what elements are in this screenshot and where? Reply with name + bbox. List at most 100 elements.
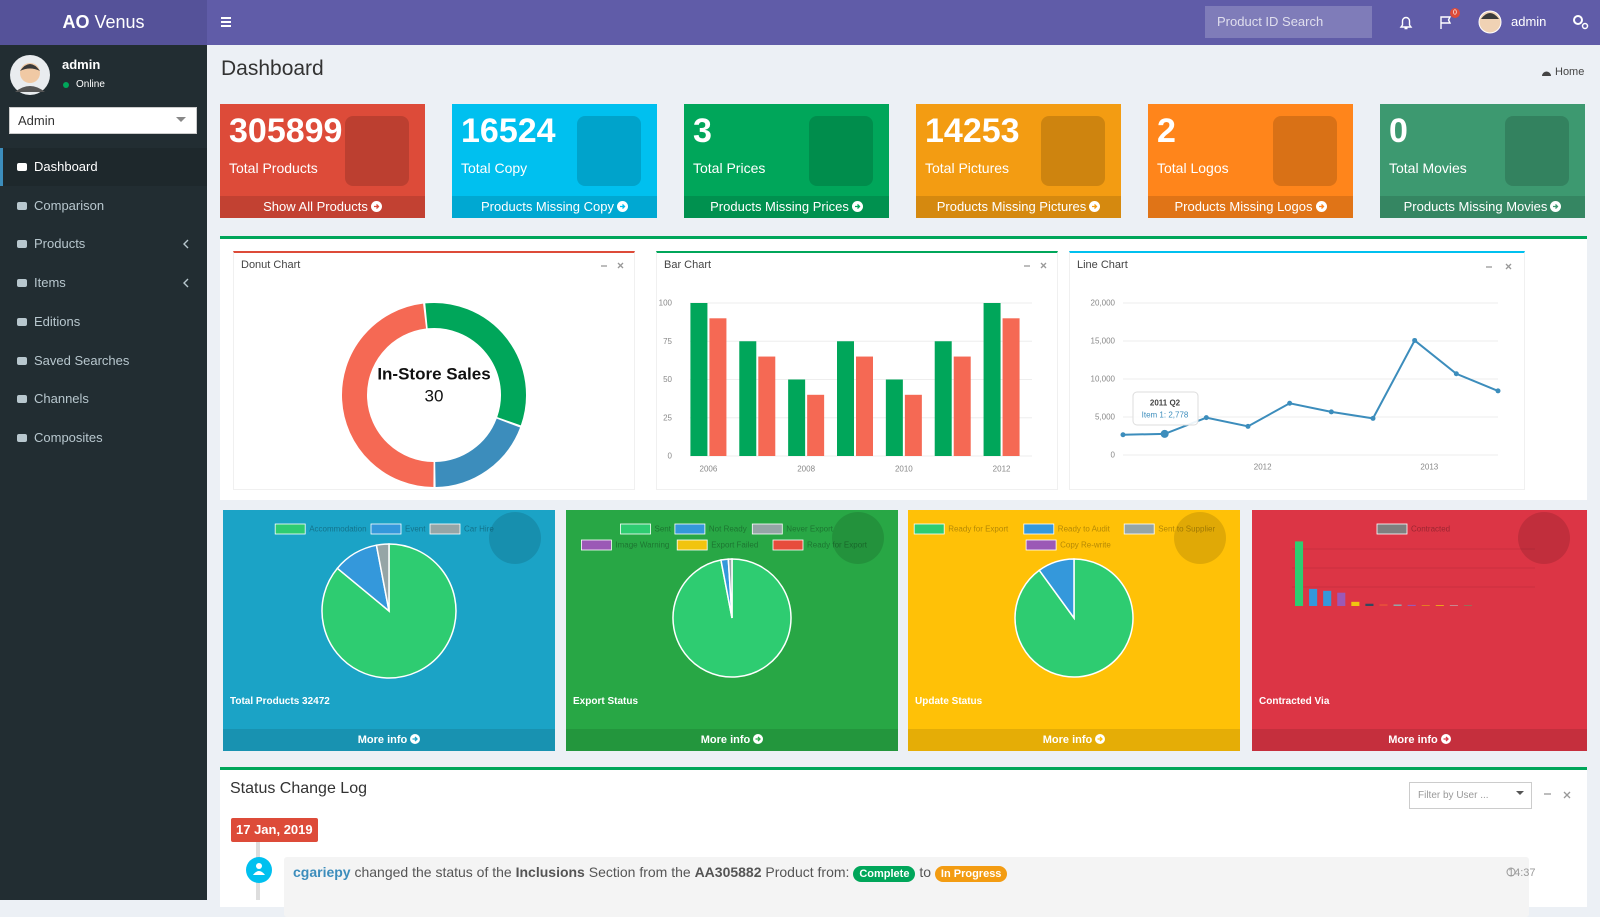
date-label: 17 Jan, 2019 xyxy=(231,818,318,842)
menu-item[interactable]: Channels xyxy=(0,380,207,418)
status-log-box: Status Change Log Filter by User ... 17 … xyxy=(220,767,1587,907)
stat-icon xyxy=(1033,110,1113,190)
stat-link-text: Products Missing Prices xyxy=(710,199,849,214)
stat-link[interactable]: Products Missing Prices xyxy=(684,196,889,218)
menu-icon xyxy=(16,277,28,289)
log-user[interactable]: cgariepy xyxy=(293,864,351,880)
stat-link[interactable]: Products Missing Logos xyxy=(1148,196,1353,218)
stat-value: 0 xyxy=(1389,112,1408,151)
menu-icon xyxy=(16,238,28,250)
arrow-icon xyxy=(1550,201,1561,212)
panel-title: Line Chart xyxy=(1077,259,1128,271)
status-log-title: Status Change Log xyxy=(230,780,367,798)
menu-icon-shape xyxy=(17,434,27,442)
arrow-icon xyxy=(617,201,628,212)
chevron-shape xyxy=(184,279,188,287)
bar-panel: Bar Chart xyxy=(656,251,1058,490)
stat-value: 3 xyxy=(693,112,712,151)
user-name[interactable]: admin xyxy=(1511,14,1546,29)
stat-link[interactable]: Show All Products xyxy=(220,196,425,218)
menu-icon xyxy=(16,393,28,405)
menu-icon xyxy=(16,355,28,367)
menu-item[interactable]: Products xyxy=(0,225,207,263)
stat-icon xyxy=(1265,110,1345,190)
panel-title: Donut Chart xyxy=(241,259,300,271)
flag-count: 0 xyxy=(1453,10,1457,17)
info-link-text: More info xyxy=(1388,734,1438,746)
line-panel: Line Chart xyxy=(1069,251,1525,490)
stat-icon xyxy=(1497,110,1577,190)
sidebar-toggle[interactable] xyxy=(221,18,231,26)
arrow-icon xyxy=(1316,201,1327,212)
info-link-text: More info xyxy=(701,734,751,746)
menu-icon-shape xyxy=(17,240,27,248)
stat-link[interactable]: Products Missing Copy xyxy=(452,196,657,218)
arrow-icon xyxy=(852,201,863,212)
menu-icon-shape xyxy=(17,357,27,365)
info-link[interactable]: More info xyxy=(223,729,555,751)
arrow-icon xyxy=(1089,201,1100,212)
stat-value: 16524 xyxy=(461,112,556,151)
arrow-icon xyxy=(410,734,420,744)
stat-icon xyxy=(569,110,649,190)
search-input[interactable]: Product ID Search xyxy=(1205,6,1372,38)
menu-item[interactable]: Editions xyxy=(0,303,207,341)
arrow-icon xyxy=(1095,734,1105,744)
menu-item[interactable]: Dashboard xyxy=(0,148,207,186)
page-title: Dashboard xyxy=(221,57,324,81)
select-caret xyxy=(176,117,186,123)
stat-link-text: Products Missing Logos xyxy=(1174,199,1312,214)
arrow-icon xyxy=(371,201,382,212)
stat-link[interactable]: Products Missing Movies xyxy=(1380,196,1585,218)
menu-item[interactable]: Composites xyxy=(0,419,207,457)
chevron-shape xyxy=(184,240,188,248)
breadcrumb[interactable]: Home xyxy=(1555,66,1584,78)
online-dot-circle xyxy=(63,82,69,88)
stat-value: 14253 xyxy=(925,112,1020,151)
stat-link-text: Show All Products xyxy=(263,199,368,214)
menu-icon-shape xyxy=(17,202,27,210)
stat-icon-shape xyxy=(1041,116,1105,186)
menu-icon xyxy=(16,161,28,173)
filter-select[interactable]: Filter by User ... xyxy=(1409,782,1532,809)
info-link-text: More info xyxy=(1043,734,1093,746)
menu-item[interactable]: Saved Searches xyxy=(0,342,207,380)
log-product: AA305882 xyxy=(695,864,762,880)
log-text: to xyxy=(919,864,931,880)
menu-icon xyxy=(16,316,28,328)
info-caption: Update Status xyxy=(915,696,982,707)
online-dot xyxy=(62,81,70,89)
role-select[interactable]: Admin xyxy=(9,107,197,134)
arrow-icon xyxy=(1441,734,1451,744)
info-link[interactable]: More info xyxy=(908,729,1240,751)
stat-value: 2 xyxy=(1157,112,1176,151)
stat-link-text: Products Missing Movies xyxy=(1404,199,1548,214)
menu-icon xyxy=(16,432,28,444)
info-link[interactable]: More info xyxy=(1252,729,1587,751)
log-text: Product from: xyxy=(765,864,849,880)
info-link[interactable]: More info xyxy=(566,729,898,751)
menu-item[interactable]: Comparison xyxy=(0,187,207,225)
menu-item[interactable]: Items xyxy=(0,264,207,302)
arrow-icon xyxy=(753,734,763,744)
log-section: Inclusions xyxy=(516,864,585,880)
bell-icon[interactable] xyxy=(1401,18,1411,29)
stat-label: Total Copy xyxy=(461,160,527,176)
settings-icon-small xyxy=(1583,24,1588,29)
stat-link[interactable]: Products Missing Pictures xyxy=(916,196,1121,218)
stat-icon-shape xyxy=(809,116,873,186)
stat-icon-shape xyxy=(1505,116,1569,186)
log-text: changed the status of the xyxy=(354,864,511,880)
flag-icon[interactable] xyxy=(1441,17,1450,29)
menu-icon xyxy=(16,200,28,212)
settings-icon[interactable] xyxy=(1574,16,1582,24)
menu-chevron xyxy=(182,278,190,288)
stat-box: 16524 Total Copy Products Missing Copy xyxy=(452,104,657,218)
